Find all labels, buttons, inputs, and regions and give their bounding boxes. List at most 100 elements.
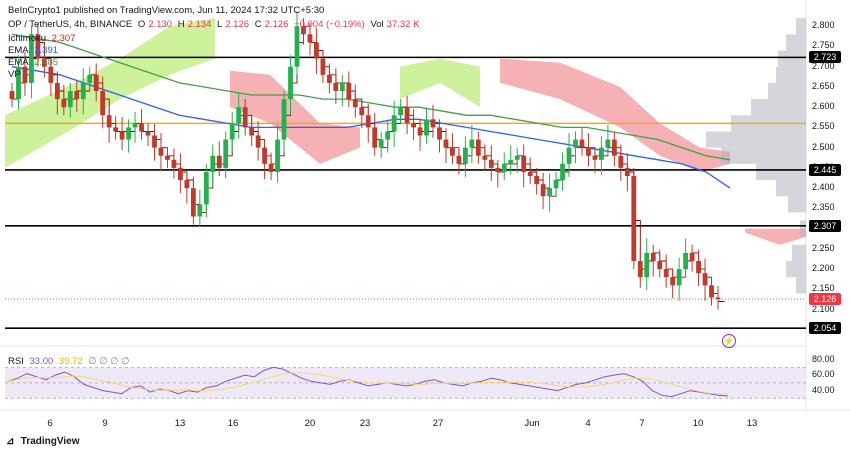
- vp-legend[interactable]: VP: [8, 69, 24, 81]
- rsi-line: [7, 366, 729, 398]
- candle-body: [145, 131, 151, 136]
- ichimoku-label: Ichimoku: [8, 33, 47, 44]
- candle-body: [527, 171, 533, 176]
- volume-profile-bar: [776, 66, 806, 83]
- rsi-icons: ∅ ∅ ∅ ∅: [88, 356, 130, 367]
- ohlc-close: 2.126: [264, 19, 289, 30]
- candle-body: [605, 139, 611, 148]
- candle-body: [553, 180, 559, 189]
- candle-body: [424, 119, 429, 136]
- candle-body: [93, 74, 99, 91]
- ohlc-open: 2.130: [148, 19, 173, 30]
- candle-body: [411, 123, 416, 128]
- vp-label: VP: [8, 69, 21, 80]
- candle-body: [670, 277, 676, 286]
- ema-slow-legend[interactable]: EMA 2.485: [8, 57, 61, 69]
- candle-body: [417, 127, 423, 136]
- volume-profile-bar: [792, 244, 806, 262]
- candle-body: [87, 74, 93, 83]
- candle-body: [281, 99, 287, 140]
- symbol-text: OP / TetherUS, 4h, BINANCE: [8, 19, 133, 30]
- volume-profile-bar: [796, 18, 806, 35]
- volume-profile-bar: [786, 34, 806, 51]
- ohlc-close-label: C: [254, 19, 262, 30]
- ichimoku-cloud-bullish: [400, 58, 480, 108]
- candle-body: [579, 139, 585, 148]
- ema-fast-legend[interactable]: EMA 2.391: [8, 45, 61, 57]
- candle-body: [190, 188, 196, 217]
- candle-body: [475, 139, 481, 156]
- volume-label: Vol: [370, 19, 384, 30]
- candle-body: [9, 90, 15, 100]
- candle-body: [35, 34, 41, 59]
- ohlc-low-label: L: [217, 19, 223, 30]
- price-tick-label: 2.100: [812, 303, 835, 314]
- volume-profile-bar: [751, 99, 806, 116]
- ema-slow-value: 2.485: [34, 57, 59, 68]
- volume-profile-bar: [721, 147, 806, 164]
- candle-body: [100, 90, 106, 116]
- candle-body: [171, 159, 177, 168]
- rsi-legend[interactable]: RSI 33.00 39.72 ∅ ∅ ∅ ∅: [8, 356, 132, 368]
- candle-body: [702, 273, 708, 286]
- tradingview-logo-icon: ⊿: [6, 436, 15, 447]
- candle-body: [456, 155, 462, 164]
- price-tick-label: 2.750: [812, 40, 835, 51]
- candle-body: [106, 115, 112, 128]
- candle-body: [139, 123, 144, 132]
- ichimoku-cloud-bearish: [230, 70, 360, 164]
- rsi-value: 33.00: [29, 356, 54, 367]
- candle-body: [462, 147, 468, 164]
- volume-profile-bar: [706, 131, 806, 148]
- volume-profile-bar: [800, 220, 806, 237]
- candle-body: [372, 127, 378, 148]
- candle-body: [184, 180, 190, 189]
- ema-slow-label: EMA: [8, 57, 29, 68]
- candle-body: [631, 176, 637, 262]
- candle-body: [599, 147, 604, 160]
- candle-body: [255, 135, 261, 148]
- event-flash-icon[interactable]: ⚡: [722, 334, 736, 348]
- candle-body: [223, 139, 229, 168]
- ohlc-open-label: O: [137, 19, 146, 30]
- candle-body: [203, 171, 209, 205]
- candle-body: [197, 204, 203, 217]
- candle-body: [657, 261, 663, 270]
- price-tick-label: 2.400: [812, 182, 835, 193]
- level-price-label: 2.445: [809, 163, 841, 176]
- candle-body: [359, 107, 365, 116]
- time-tick-label: 23: [359, 418, 371, 429]
- candle-body: [339, 82, 345, 91]
- rsi-tick-label: 80.00: [812, 353, 835, 364]
- candle-body: [262, 147, 268, 164]
- price-tick-label: 2.700: [812, 60, 835, 71]
- ichimoku-legend[interactable]: Ichimoku 2.307: [8, 33, 78, 45]
- candle-body: [74, 90, 80, 100]
- tradingview-brand[interactable]: ⊿ TradingView: [6, 436, 80, 447]
- candle-body: [249, 127, 255, 136]
- candle-body: [16, 66, 21, 100]
- candle-body: [126, 127, 131, 140]
- candle-body: [586, 147, 591, 156]
- price-tick-label: 2.150: [812, 283, 835, 294]
- ohlc-low: 2.126: [225, 19, 250, 30]
- candle-body: [80, 82, 86, 100]
- candle-body: [495, 167, 501, 172]
- ohlc-change: −0.004 (−0.19%): [294, 19, 365, 30]
- level-price-label: 2.723: [809, 51, 841, 64]
- price-tick-label: 2.800: [812, 20, 835, 31]
- time-tick-label: Jun: [524, 418, 540, 429]
- price-tick-label: 2.200: [812, 263, 835, 274]
- candle-body: [663, 269, 669, 278]
- candle-body: [333, 82, 339, 91]
- candle-body: [398, 107, 404, 116]
- time-tick-label: 7: [639, 418, 645, 429]
- volume-profile-bar: [756, 163, 806, 181]
- candle-body: [450, 147, 455, 156]
- time-tick-label: 10: [692, 418, 704, 429]
- volume-profile-bar: [796, 277, 806, 294]
- time-tick-label: 6: [47, 418, 53, 429]
- time-tick-label: 4: [585, 418, 591, 429]
- candle-body: [294, 26, 300, 67]
